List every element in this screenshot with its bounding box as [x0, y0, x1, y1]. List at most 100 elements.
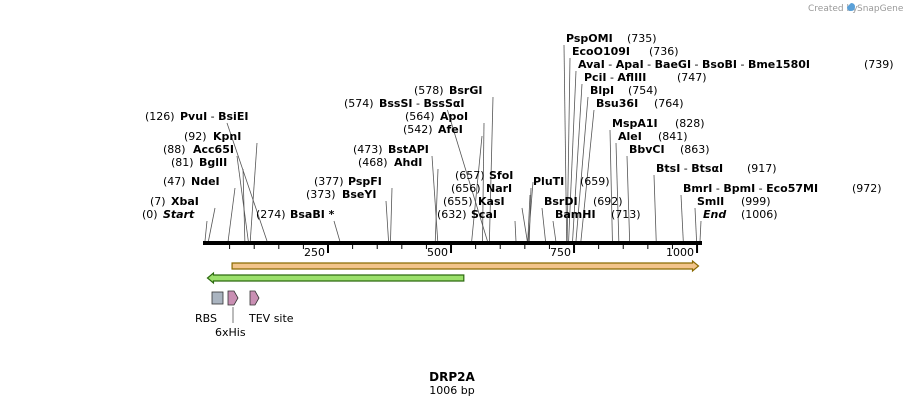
enzyme-part: XbaI	[171, 195, 199, 208]
enzyme-part: BglII	[199, 156, 227, 169]
site-leader	[568, 70, 577, 242]
site-label[interactable]: (632) ScaI	[437, 208, 497, 221]
enzyme-name: AhdI	[394, 156, 422, 169]
created-by-credit: Created by SnapGene	[808, 3, 904, 14]
site-position: (81)	[171, 156, 194, 169]
site-label[interactable]: (713) BamHI	[555, 208, 641, 221]
site-label[interactable]: (574) BssSI - BssSαI	[344, 97, 465, 110]
site-position: (692)	[593, 195, 623, 208]
site-label[interactable]: (92) KpnI	[184, 130, 241, 143]
enzyme-part: ApoI	[440, 110, 468, 123]
site-position: (999)	[741, 195, 771, 208]
site-position: (274)	[256, 208, 286, 221]
site-leader	[434, 168, 439, 242]
site-leader	[653, 174, 657, 242]
site-position: (126)	[145, 110, 175, 123]
tev-site-arrow[interactable]	[249, 290, 260, 306]
site-label[interactable]: (656) NarI	[451, 182, 512, 195]
site-leader	[204, 220, 208, 242]
site-label[interactable]: (578) BsrGI	[414, 84, 482, 97]
site-label[interactable]: (828) MspA1I	[612, 117, 705, 130]
site-leader	[563, 44, 568, 242]
orange-orf-arrow[interactable]	[231, 259, 700, 273]
enzyme-part: MspA1I	[612, 117, 658, 130]
enzyme-part: BamHI	[555, 208, 596, 221]
site-leader	[528, 187, 532, 242]
site-label[interactable]: (564) ApoI	[405, 110, 468, 123]
site-leader	[333, 220, 341, 242]
enzyme-part: BbvCI	[629, 143, 665, 156]
enzyme-name: Bsu36I	[596, 97, 638, 110]
site-label[interactable]: (754) BlpI	[590, 84, 658, 97]
site-label[interactable]: (692) BsrDI	[544, 195, 623, 208]
enzyme-name: PvuI - BsiEI	[180, 110, 248, 123]
tick-label: 250	[304, 246, 325, 259]
tick-label: 500	[427, 246, 448, 259]
site-label[interactable]: (764) Bsu36I	[596, 97, 684, 110]
site-label[interactable]: (373) BseYI	[306, 188, 376, 201]
site-label[interactable]: (841) AleI	[618, 130, 688, 143]
enzyme-part: PspOMI	[566, 32, 613, 45]
site-label[interactable]: (747) PciI - AflIII	[584, 71, 707, 84]
separator: -	[712, 182, 723, 195]
site-label[interactable]: (7) XbaI	[150, 195, 199, 208]
site-position: (632)	[437, 208, 467, 221]
site-label[interactable]: (47) NdeI	[163, 175, 220, 188]
rbs-label: RBS	[195, 312, 217, 325]
site-label[interactable]: (81) BglII	[171, 156, 227, 169]
enzyme-part: SfoI	[489, 169, 513, 182]
site-label[interactable]: (659) PluTI	[533, 175, 610, 188]
6xhis-arrow[interactable]	[227, 290, 239, 306]
feature-arrows	[206, 259, 700, 285]
site-label[interactable]: (377) PspFI	[314, 175, 382, 188]
site-label[interactable]: (274) BsaBI *	[256, 208, 335, 221]
enzyme-name: BmrI - BpmI - Eco57MI	[683, 182, 818, 195]
site-label[interactable]: (917) BtsI - BtsαI	[656, 162, 777, 175]
restriction-site-labels: (0) Start(7) XbaI (47) NdeI (81) BglII (88) Acc6…	[142, 32, 894, 221]
site-label[interactable]: (739) AvaI - ApaI - BaeGI - BsoBI - Bme15…	[578, 58, 894, 71]
enzyme-name: Start	[163, 208, 195, 221]
site-label[interactable]: (735) PspOMI	[566, 32, 657, 45]
enzyme-part: Bme1580I	[748, 58, 810, 71]
site-leader	[680, 194, 684, 242]
enzyme-name: BlpI	[590, 84, 614, 97]
enzyme-name: BstAPI	[388, 143, 429, 156]
separator: -	[737, 58, 748, 71]
green-orf-arrow[interactable]	[206, 271, 465, 285]
site-leader	[626, 155, 631, 242]
map-length: 1006 bp	[429, 384, 474, 397]
site-leader	[482, 122, 485, 242]
site-label[interactable]: (736) EcoO109I	[572, 45, 679, 58]
enzyme-part: BsrGI	[449, 84, 482, 97]
site-label[interactable]: (972) BmrI - BpmI - Eco57MI	[683, 182, 882, 195]
enzyme-name: Acc65I	[193, 143, 234, 156]
rbs-box[interactable]	[211, 291, 224, 305]
site-label[interactable]: (542) AfeI	[403, 123, 463, 136]
site-label[interactable]: (0) Start	[142, 208, 195, 221]
enzyme-part: BpmI	[723, 182, 755, 195]
site-label[interactable]: (1006) End	[703, 208, 778, 221]
site-leader	[527, 181, 534, 242]
separator: -	[605, 58, 616, 71]
site-label[interactable]: (655) KasI	[443, 195, 505, 208]
site-label[interactable]: (468) AhdI	[358, 156, 422, 169]
site-leader	[575, 96, 589, 242]
site-position: (659)	[580, 175, 610, 188]
enzyme-name: NdeI	[191, 175, 220, 188]
site-leader	[390, 187, 393, 242]
site-label[interactable]: (88) Acc65I	[163, 143, 234, 156]
site-position: (754)	[628, 84, 658, 97]
site-position: (373)	[306, 188, 336, 201]
site-label[interactable]: (863) BbvCI	[629, 143, 710, 156]
site-label[interactable]: (473) BstAPI	[353, 143, 429, 156]
site-label[interactable]: (999) SmlI	[697, 195, 771, 208]
enzyme-name: BseYI	[342, 188, 376, 201]
site-position: (863)	[680, 143, 710, 156]
site-label[interactable]: (657) SfoI	[455, 169, 513, 182]
enzyme-part: KasI	[478, 195, 505, 208]
site-label[interactable]: (126) PvuI - BsiEI	[145, 110, 248, 123]
enzyme-part: BstAPI	[388, 143, 429, 156]
enzyme-name: PciI - AflIII	[584, 71, 646, 84]
enzyme-name: ApoI	[440, 110, 468, 123]
